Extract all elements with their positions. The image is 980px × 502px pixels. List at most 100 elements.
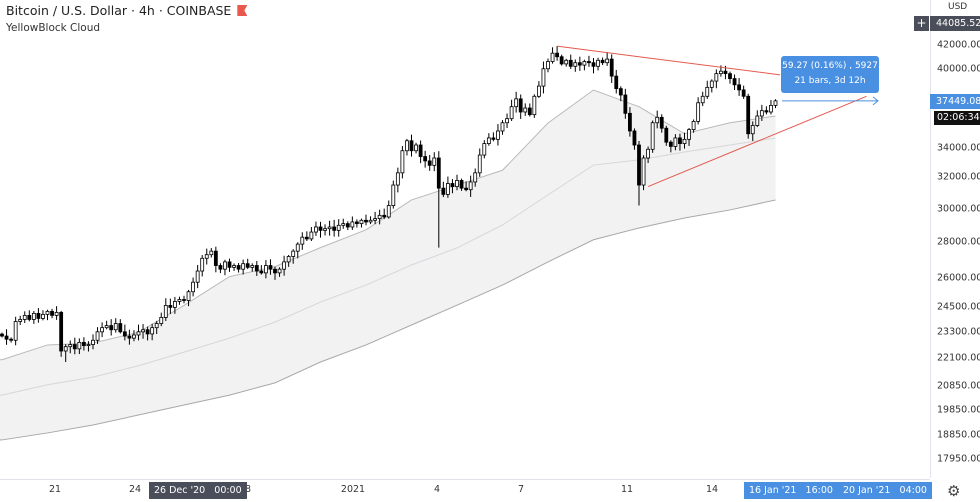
candle-body-up [514, 98, 519, 108]
candle [45, 309, 50, 321]
candle-body-down [4, 335, 9, 340]
candle-body-down [364, 219, 368, 223]
candle [295, 242, 300, 259]
candle [637, 140, 641, 206]
candle [254, 261, 259, 276]
candle [700, 91, 705, 107]
symbol-header[interactable]: Bitcoin / U.S. Dollar · 4h · COINBASE [6, 3, 248, 18]
candle [773, 99, 778, 109]
candle-body-up [314, 226, 318, 233]
candle-body-down [27, 314, 32, 320]
indicator-label[interactable]: YellowBlock Cloud [6, 22, 101, 34]
candle [541, 61, 546, 94]
candle [63, 344, 68, 362]
candle [732, 74, 737, 91]
price-tick-label: 17950.00 [937, 453, 980, 465]
candle [705, 80, 710, 99]
candle [213, 246, 218, 273]
candle [154, 320, 159, 334]
candle-body-up [596, 59, 600, 67]
price-axis[interactable] [930, 0, 980, 478]
candle-body-up [209, 250, 214, 256]
candle [546, 58, 550, 73]
candle-body-up [687, 129, 691, 140]
flag-icon[interactable] [237, 5, 248, 16]
price-tick-label: 24500.00 [937, 301, 980, 313]
candle [218, 263, 223, 274]
candle-body-up [705, 86, 710, 97]
candle-body-up [373, 218, 378, 221]
price-tick-label: 42000.00 [937, 39, 980, 51]
candle [482, 140, 487, 159]
candle [696, 97, 701, 125]
price-tick-label: 23300.00 [937, 326, 980, 338]
candle [4, 329, 9, 345]
triangle-trendline [557, 45, 781, 76]
candle [687, 128, 691, 146]
price-chart[interactable] [0, 0, 930, 479]
candle-body-up [77, 341, 82, 350]
candle [518, 94, 523, 119]
candle-body-up [564, 59, 569, 65]
candle [13, 316, 18, 346]
candle [22, 311, 27, 324]
settings-gear-icon[interactable]: ⚙ [947, 482, 961, 500]
candle-body-up [172, 301, 177, 308]
candle [82, 337, 86, 351]
candle [582, 59, 587, 71]
candle-body-up [759, 110, 764, 117]
candle-body-up [18, 319, 23, 322]
candle-body-up [341, 223, 346, 226]
candle-body-up [477, 154, 482, 174]
candle-body-down [491, 137, 496, 140]
candle [118, 319, 123, 334]
candle [409, 134, 414, 157]
candle-body-up [400, 150, 405, 174]
candle-body-up [132, 334, 136, 339]
candle-body-up [709, 80, 714, 88]
candle [664, 125, 669, 146]
candle [500, 120, 505, 135]
candle [618, 86, 623, 102]
candle [268, 259, 273, 275]
candle-body-up [31, 312, 36, 320]
candle-body-up [13, 321, 18, 341]
candle [59, 310, 64, 357]
candle [659, 114, 664, 133]
candle [100, 322, 104, 338]
candle-body-down [441, 187, 446, 195]
candle [236, 262, 241, 273]
candle-body-down [764, 110, 769, 113]
candle [596, 57, 600, 71]
candle [441, 181, 446, 198]
candle-body-down [436, 157, 441, 189]
candle-body-down [427, 160, 432, 166]
candle-body-up [537, 85, 541, 97]
candle-body-up [54, 311, 59, 316]
time-axis[interactable] [0, 479, 930, 502]
candle-body-up [395, 172, 400, 186]
add-alert-button[interactable]: + [914, 16, 929, 31]
candle [605, 51, 610, 66]
candle-body-up [327, 226, 332, 230]
candle-body-down [418, 144, 423, 157]
candle-body-up [282, 261, 287, 270]
candle [27, 310, 32, 322]
candle-body-up [263, 265, 268, 274]
candle [537, 81, 541, 98]
candle [432, 152, 437, 172]
candle [609, 54, 614, 83]
candle [54, 306, 59, 320]
candle [132, 330, 136, 342]
time-tick-label: 24 [128, 484, 142, 495]
candle [459, 178, 464, 191]
candle-body-down [304, 236, 309, 240]
measure-tooltip: 59.27 (0.16%) , 5927 21 bars, 3d 12h [781, 56, 879, 93]
candle-body-down [168, 305, 173, 308]
candle-body-down [227, 261, 232, 268]
candle [400, 146, 405, 179]
candle [628, 107, 632, 137]
candle-body-down [72, 344, 77, 350]
candle [746, 93, 751, 139]
candle [332, 219, 337, 237]
